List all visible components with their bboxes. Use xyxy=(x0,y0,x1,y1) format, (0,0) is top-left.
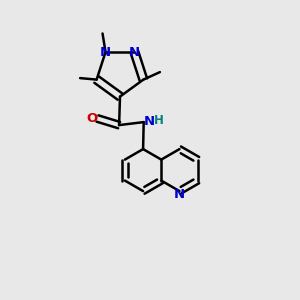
Text: N: N xyxy=(144,115,155,128)
Text: H: H xyxy=(154,114,164,127)
Text: N: N xyxy=(100,46,111,59)
Text: N: N xyxy=(174,188,185,201)
Text: O: O xyxy=(86,112,98,125)
Text: N: N xyxy=(129,46,140,59)
